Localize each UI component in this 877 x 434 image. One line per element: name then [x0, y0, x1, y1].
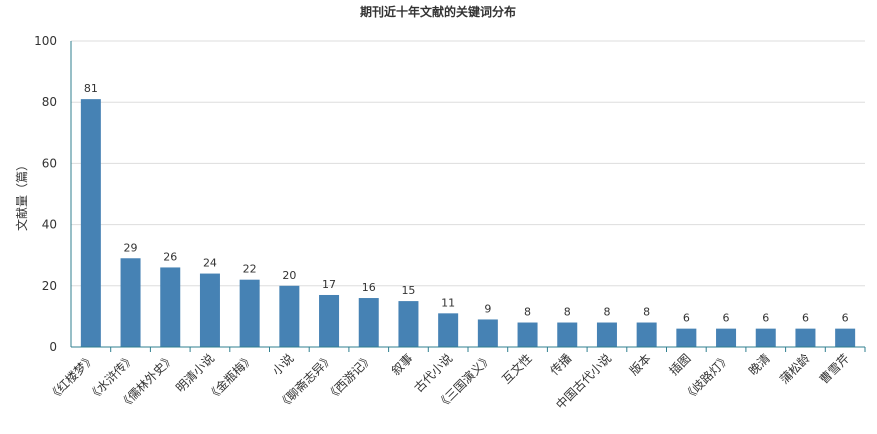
y-tick-label: 0: [49, 340, 57, 354]
bar: [517, 322, 538, 347]
data-label: 11: [441, 296, 455, 309]
data-label: 9: [484, 302, 491, 315]
y-tick-label: 80: [42, 95, 57, 109]
data-label: 24: [203, 257, 217, 270]
bar: [358, 298, 379, 347]
x-tick-label: 版本: [627, 351, 654, 378]
x-tick-label: 蒲松龄: [777, 351, 812, 386]
bar: [795, 328, 816, 347]
bar: [676, 328, 697, 347]
data-label: 15: [401, 284, 415, 297]
x-tick-label: 插图: [667, 351, 694, 378]
bar: [716, 328, 737, 347]
x-tick-label: 互文性: [499, 351, 535, 387]
bar: [557, 322, 578, 347]
data-label: 20: [282, 269, 296, 282]
bar: [596, 322, 617, 347]
value-labels: 81 29 26 24 22 20 17 16 15 11 9 8 8 8 8 6 6 6 6 6: [84, 82, 849, 325]
bar: [835, 328, 856, 347]
bar: [438, 313, 459, 347]
bar: [80, 99, 101, 347]
x-tick-label: 晚清: [746, 351, 773, 378]
bar: [279, 285, 300, 347]
data-label: 29: [124, 241, 138, 254]
grid-lines: [71, 40, 865, 287]
data-label: 6: [762, 312, 769, 325]
data-label: 8: [524, 306, 531, 319]
data-label: 6: [723, 312, 730, 325]
data-label: 16: [362, 281, 376, 294]
data-label: 8: [643, 306, 650, 319]
data-label: 26: [163, 250, 177, 263]
axes: [70, 41, 866, 352]
data-label: 6: [683, 312, 690, 325]
x-tick-label: 曹雪芹: [817, 351, 852, 386]
y-tick-label: 60: [42, 156, 57, 170]
data-label: 81: [84, 82, 98, 95]
bar: [398, 301, 419, 347]
data-label: 17: [322, 278, 336, 291]
bar: [477, 319, 498, 347]
x-tick-label: 传播: [547, 351, 575, 379]
x-tick-labels: 《红楼梦》《水浒传》《儒林外史》明清小说《金瓶梅》 小说《聊斋志异》《西游记》 叙事…: [45, 351, 852, 413]
data-label: 22: [243, 263, 257, 276]
data-label: 6: [802, 312, 809, 325]
bar: [239, 279, 260, 347]
bar: [319, 294, 340, 347]
x-tick-label: 叙事: [389, 351, 416, 378]
y-tick-label: 20: [42, 279, 57, 293]
bar: [755, 328, 776, 347]
bar: [120, 258, 141, 347]
y-tick-label: 40: [42, 218, 57, 232]
x-tick-label: 小说: [269, 351, 297, 379]
y-axis-label: 文献量（篇）: [14, 159, 29, 231]
chart-title: 期刊近十年文献的关键词分布: [360, 4, 516, 19]
y-tick-labels: 0 20 40 60 80 100: [34, 34, 57, 354]
data-label: 8: [564, 306, 571, 319]
data-label: 8: [603, 306, 610, 319]
bar: [199, 273, 220, 347]
data-label: 6: [842, 312, 849, 325]
bar: [636, 322, 657, 347]
bars: [80, 99, 856, 347]
bar: [160, 267, 181, 347]
y-tick-label: 100: [34, 34, 57, 48]
